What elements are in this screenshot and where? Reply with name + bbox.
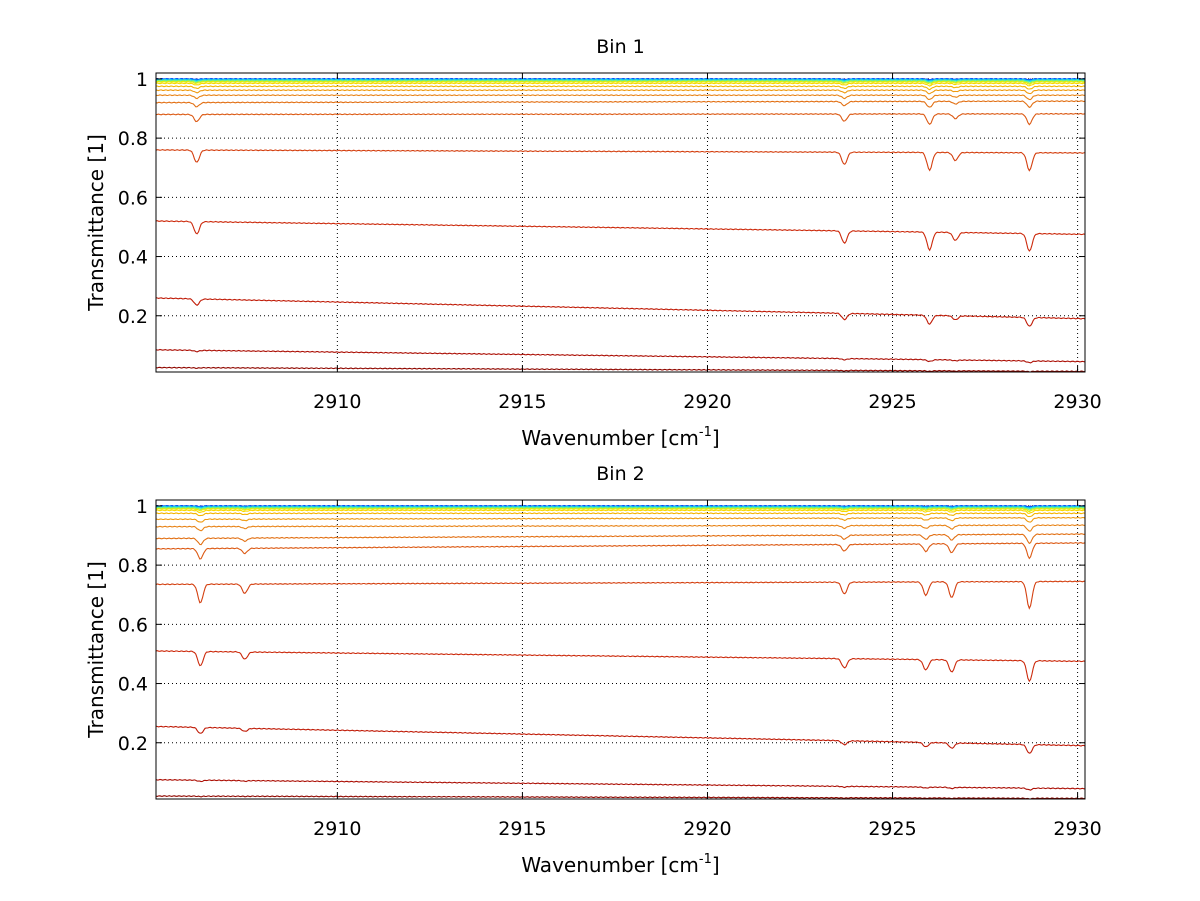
y-tick-label: 0.8	[118, 128, 148, 150]
series-line-9	[156, 89, 1085, 95]
x-tick-label: 2920	[683, 391, 731, 413]
series-line-8	[156, 512, 1085, 518]
x-axis-label: Wavenumber [cm-1]	[521, 425, 719, 450]
series-group	[156, 505, 1085, 799]
x-tick-label: 2920	[683, 818, 731, 840]
series-line-9	[156, 516, 1085, 523]
x-axis-label-main: Wavenumber [cm	[521, 853, 699, 877]
x-tick-label: 2930	[1053, 391, 1101, 413]
series-line-6	[156, 80, 1085, 85]
y-tick-label: 0.6	[118, 614, 148, 636]
x-tick-label: 2925	[868, 818, 916, 840]
chart-panel-2: Bin 2 2910 2915 2920 2925 2930 0.2 0.4 0.6 0.8 1 Wa…	[84, 463, 1102, 877]
plot-frame	[155, 499, 1086, 800]
series-line-8	[156, 85, 1085, 91]
series-line-4	[156, 79, 1085, 83]
x-tick-label: 2910	[313, 391, 361, 413]
chart-panel-1: Bin 1 2910 2915 2920 2925 2930 0.2 0.4 0.6 0.8 1 Wa…	[84, 36, 1102, 450]
series-line-14	[156, 650, 1085, 683]
x-axis-label: Wavenumber [cm-1]	[521, 852, 719, 877]
y-tick-label: 0.2	[118, 306, 148, 328]
series-line-13	[156, 149, 1085, 172]
x-axis-label-sup: -1	[699, 852, 712, 867]
series-line-5	[156, 80, 1085, 84]
y-tick-label: 0.4	[118, 247, 148, 269]
chart-title: Bin 1	[596, 36, 644, 58]
series-line-16	[156, 348, 1085, 364]
x-tick-label: 2930	[1053, 818, 1101, 840]
plot-frame	[155, 72, 1086, 373]
y-tick-label: 0.6	[118, 187, 148, 209]
x-tick-label: 2910	[313, 818, 361, 840]
series-line-11	[156, 100, 1085, 109]
series-line-17	[156, 795, 1085, 799]
y-axis-label: Transmittance [1]	[84, 134, 108, 312]
y-tick-label: 1	[136, 69, 148, 91]
y-tick-label: 0.8	[118, 555, 148, 577]
x-axis-label-end: ]	[712, 426, 720, 450]
chart-title: Bin 2	[596, 463, 644, 485]
x-axis-label-main: Wavenumber [cm	[521, 426, 699, 450]
series-line-16	[156, 778, 1085, 791]
series-line-6	[156, 507, 1085, 513]
y-tick-label: 0.2	[118, 733, 148, 755]
y-tick-label: 1	[136, 496, 148, 518]
y-tick-label: 0.4	[118, 674, 148, 696]
series-line-13	[156, 580, 1085, 610]
x-tick-label: 2915	[498, 391, 546, 413]
series-line-11	[156, 533, 1085, 546]
series-line-12	[156, 112, 1085, 126]
x-tick-label: 2925	[868, 391, 916, 413]
series-line-10	[156, 524, 1085, 532]
series-line-7	[156, 82, 1085, 87]
series-line-10	[156, 94, 1085, 101]
series-line-17	[156, 366, 1085, 372]
x-axis-label-end: ]	[712, 853, 720, 877]
x-tick-label: 2915	[498, 818, 546, 840]
series-group	[156, 78, 1085, 372]
series-line-15	[156, 297, 1085, 327]
series-line-5	[156, 507, 1085, 511]
y-axis-label: Transmittance [1]	[84, 561, 108, 739]
series-line-4	[156, 506, 1085, 510]
series-line-14	[156, 220, 1085, 252]
series-line-15	[156, 725, 1085, 754]
series-line-12	[156, 542, 1085, 560]
x-axis-label-sup: -1	[699, 425, 712, 440]
series-line-7	[156, 509, 1085, 514]
